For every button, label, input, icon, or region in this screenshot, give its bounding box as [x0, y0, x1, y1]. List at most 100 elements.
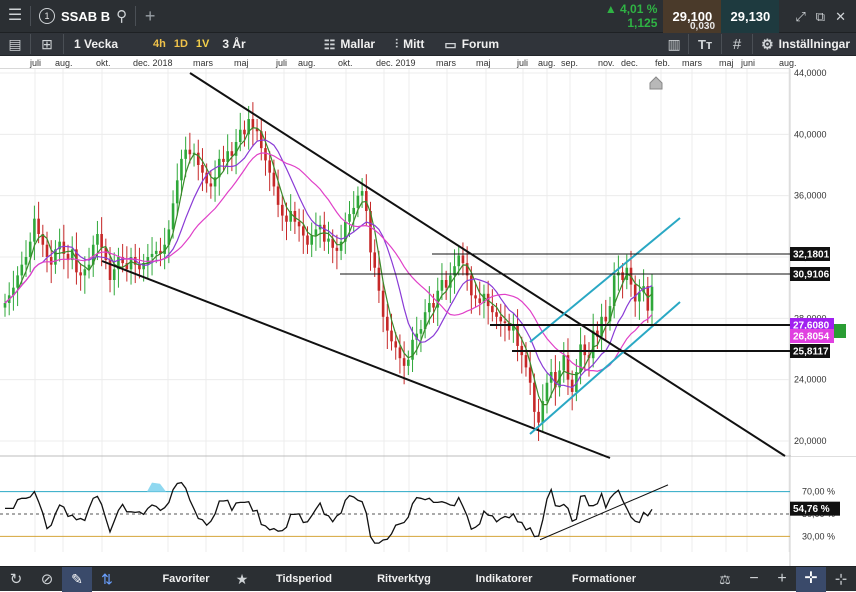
- candle-body: [583, 344, 587, 356]
- formations-menu[interactable]: Formationer: [554, 573, 654, 585]
- popout-icon[interactable]: ⧉: [815, 8, 826, 24]
- candle-body: [512, 326, 515, 331]
- candle-body: [226, 151, 229, 162]
- bottom-bar: ↻ ⊘ ✎ ⇅ Favoriter ★ Tidsperiod Ritverkty…: [0, 566, 856, 592]
- price-axis-label: 24,0000: [794, 375, 827, 385]
- level-tag-4: 26,8054: [793, 332, 830, 343]
- menu-button[interactable]: ☰: [0, 0, 30, 33]
- crosshair-button[interactable]: ✛: [796, 566, 826, 592]
- candle-body: [117, 257, 120, 270]
- price-level-tags: 32,180130,910630,057527,608026,805425,81…: [790, 247, 846, 516]
- candle-body: [79, 272, 82, 276]
- mine-label: Mitt: [403, 37, 425, 51]
- expand-icon[interactable]: ⤢: [795, 8, 806, 24]
- grid-layout-icon: ⊞: [41, 36, 53, 52]
- divider: [752, 34, 754, 54]
- level-tag-5-box: [790, 344, 830, 358]
- candle-body: [146, 257, 150, 264]
- candle-body: [184, 149, 187, 159]
- indicators-menu[interactable]: Indikatorer: [454, 573, 554, 585]
- candle-body: [28, 241, 32, 257]
- notes-button[interactable]: ▥: [660, 37, 688, 51]
- layout-button[interactable]: ⊞: [31, 37, 63, 51]
- zoom-out-button[interactable]: −: [740, 571, 768, 587]
- star-icon[interactable]: ★: [235, 571, 249, 587]
- candle-body: [591, 330, 595, 359]
- search-icon[interactable]: ⚲: [116, 7, 128, 25]
- timeframe-4h[interactable]: 4h: [153, 38, 166, 50]
- add-tab-button[interactable]: +: [136, 7, 164, 25]
- draw-tools-menu[interactable]: Ritverktyg: [354, 573, 454, 585]
- forum-button[interactable]: ▭ Forum: [434, 37, 509, 51]
- candle-body: [604, 316, 608, 322]
- candle-body: [331, 238, 335, 248]
- fit-button[interactable]: ⊹: [826, 572, 856, 587]
- list-icon: ▤: [8, 36, 22, 52]
- pencil-button[interactable]: ✎: [62, 566, 92, 592]
- refresh-button[interactable]: ↻: [0, 572, 32, 587]
- instrument-selector[interactable]: 1 SSAB B ⚲: [31, 0, 135, 33]
- text-size-button[interactable]: Tт: [689, 38, 721, 51]
- price-chart[interactable]: juli aug. okt. dec. 2018 mars maj juli aug. okt.…: [0, 56, 856, 566]
- candle-body: [24, 257, 28, 265]
- candle-body: [314, 229, 318, 236]
- price-axis-label: 44,0000: [794, 68, 827, 78]
- divider: [30, 6, 31, 26]
- time-axis-label: maj: [476, 58, 491, 68]
- templates-button[interactable]: ☷ Mallar: [314, 37, 385, 51]
- candle-body: [58, 241, 61, 250]
- scale-button[interactable]: ⚖: [710, 573, 740, 586]
- candle-body: [444, 280, 448, 288]
- time-axis-label: juli: [275, 58, 287, 68]
- ask-price-box[interactable]: 29,130: [721, 0, 780, 33]
- candle-body: [596, 330, 599, 337]
- list-view-button[interactable]: ▤: [0, 37, 30, 51]
- time-axis-label: okt.: [96, 58, 111, 68]
- timeframe-1d[interactable]: 1D: [173, 38, 188, 50]
- candle-body: [104, 247, 108, 261]
- candle-body: [608, 306, 612, 322]
- candle-body: [217, 158, 221, 178]
- candle-body: [373, 252, 377, 268]
- trendline-upper: [189, 72, 786, 457]
- candle-body: [478, 298, 482, 303]
- candle-body: [638, 292, 641, 302]
- time-axis-label: juli: [516, 58, 528, 68]
- candle-body: [175, 180, 179, 204]
- candle-body: [310, 235, 313, 245]
- close-icon[interactable]: ✕: [835, 8, 846, 24]
- candle-body: [154, 250, 158, 254]
- time-axis-label: juli: [29, 58, 41, 68]
- candle-body: [423, 312, 427, 330]
- arrows-vertical-icon: ⇅: [101, 571, 113, 587]
- candle-body: [566, 355, 570, 380]
- magnet-button[interactable]: ⇅: [92, 572, 122, 586]
- pencil-icon: ✎: [71, 571, 83, 587]
- candle-body: [541, 401, 545, 423]
- trendlines[interactable]: [101, 72, 790, 459]
- candle-body: [243, 129, 246, 135]
- candle-body: [461, 255, 465, 264]
- period-menu[interactable]: Tidsperiod: [254, 573, 354, 585]
- grid-toggle-button[interactable]: #: [722, 37, 752, 52]
- candle-body: [457, 255, 461, 267]
- timeframe-1v[interactable]: 1V: [195, 38, 210, 50]
- candle-body: [37, 218, 40, 234]
- candle-body: [386, 316, 389, 331]
- favorites-menu[interactable]: Favoriter: [142, 573, 230, 585]
- rsi-line: [5, 481, 653, 544]
- candle-body: [344, 221, 347, 242]
- settings-button[interactable]: ⚙ Inställningar: [753, 37, 856, 51]
- rsi-overbought-fill: [147, 482, 166, 492]
- candle-body: [45, 244, 49, 257]
- bid-price: 29,100: [672, 8, 713, 24]
- period-selector[interactable]: 1 Vecka: [64, 37, 148, 51]
- mine-button[interactable]: ⫶ Mitt: [385, 37, 434, 51]
- bid-price-box[interactable]: 29,100: [663, 0, 722, 33]
- clear-button[interactable]: ⊘: [32, 572, 62, 587]
- candle-body: [491, 306, 494, 313]
- rsi-trendline: [539, 484, 669, 541]
- candle-body: [125, 263, 129, 270]
- range-selector[interactable]: 3 År: [214, 37, 253, 51]
- zoom-in-button[interactable]: +: [768, 571, 796, 587]
